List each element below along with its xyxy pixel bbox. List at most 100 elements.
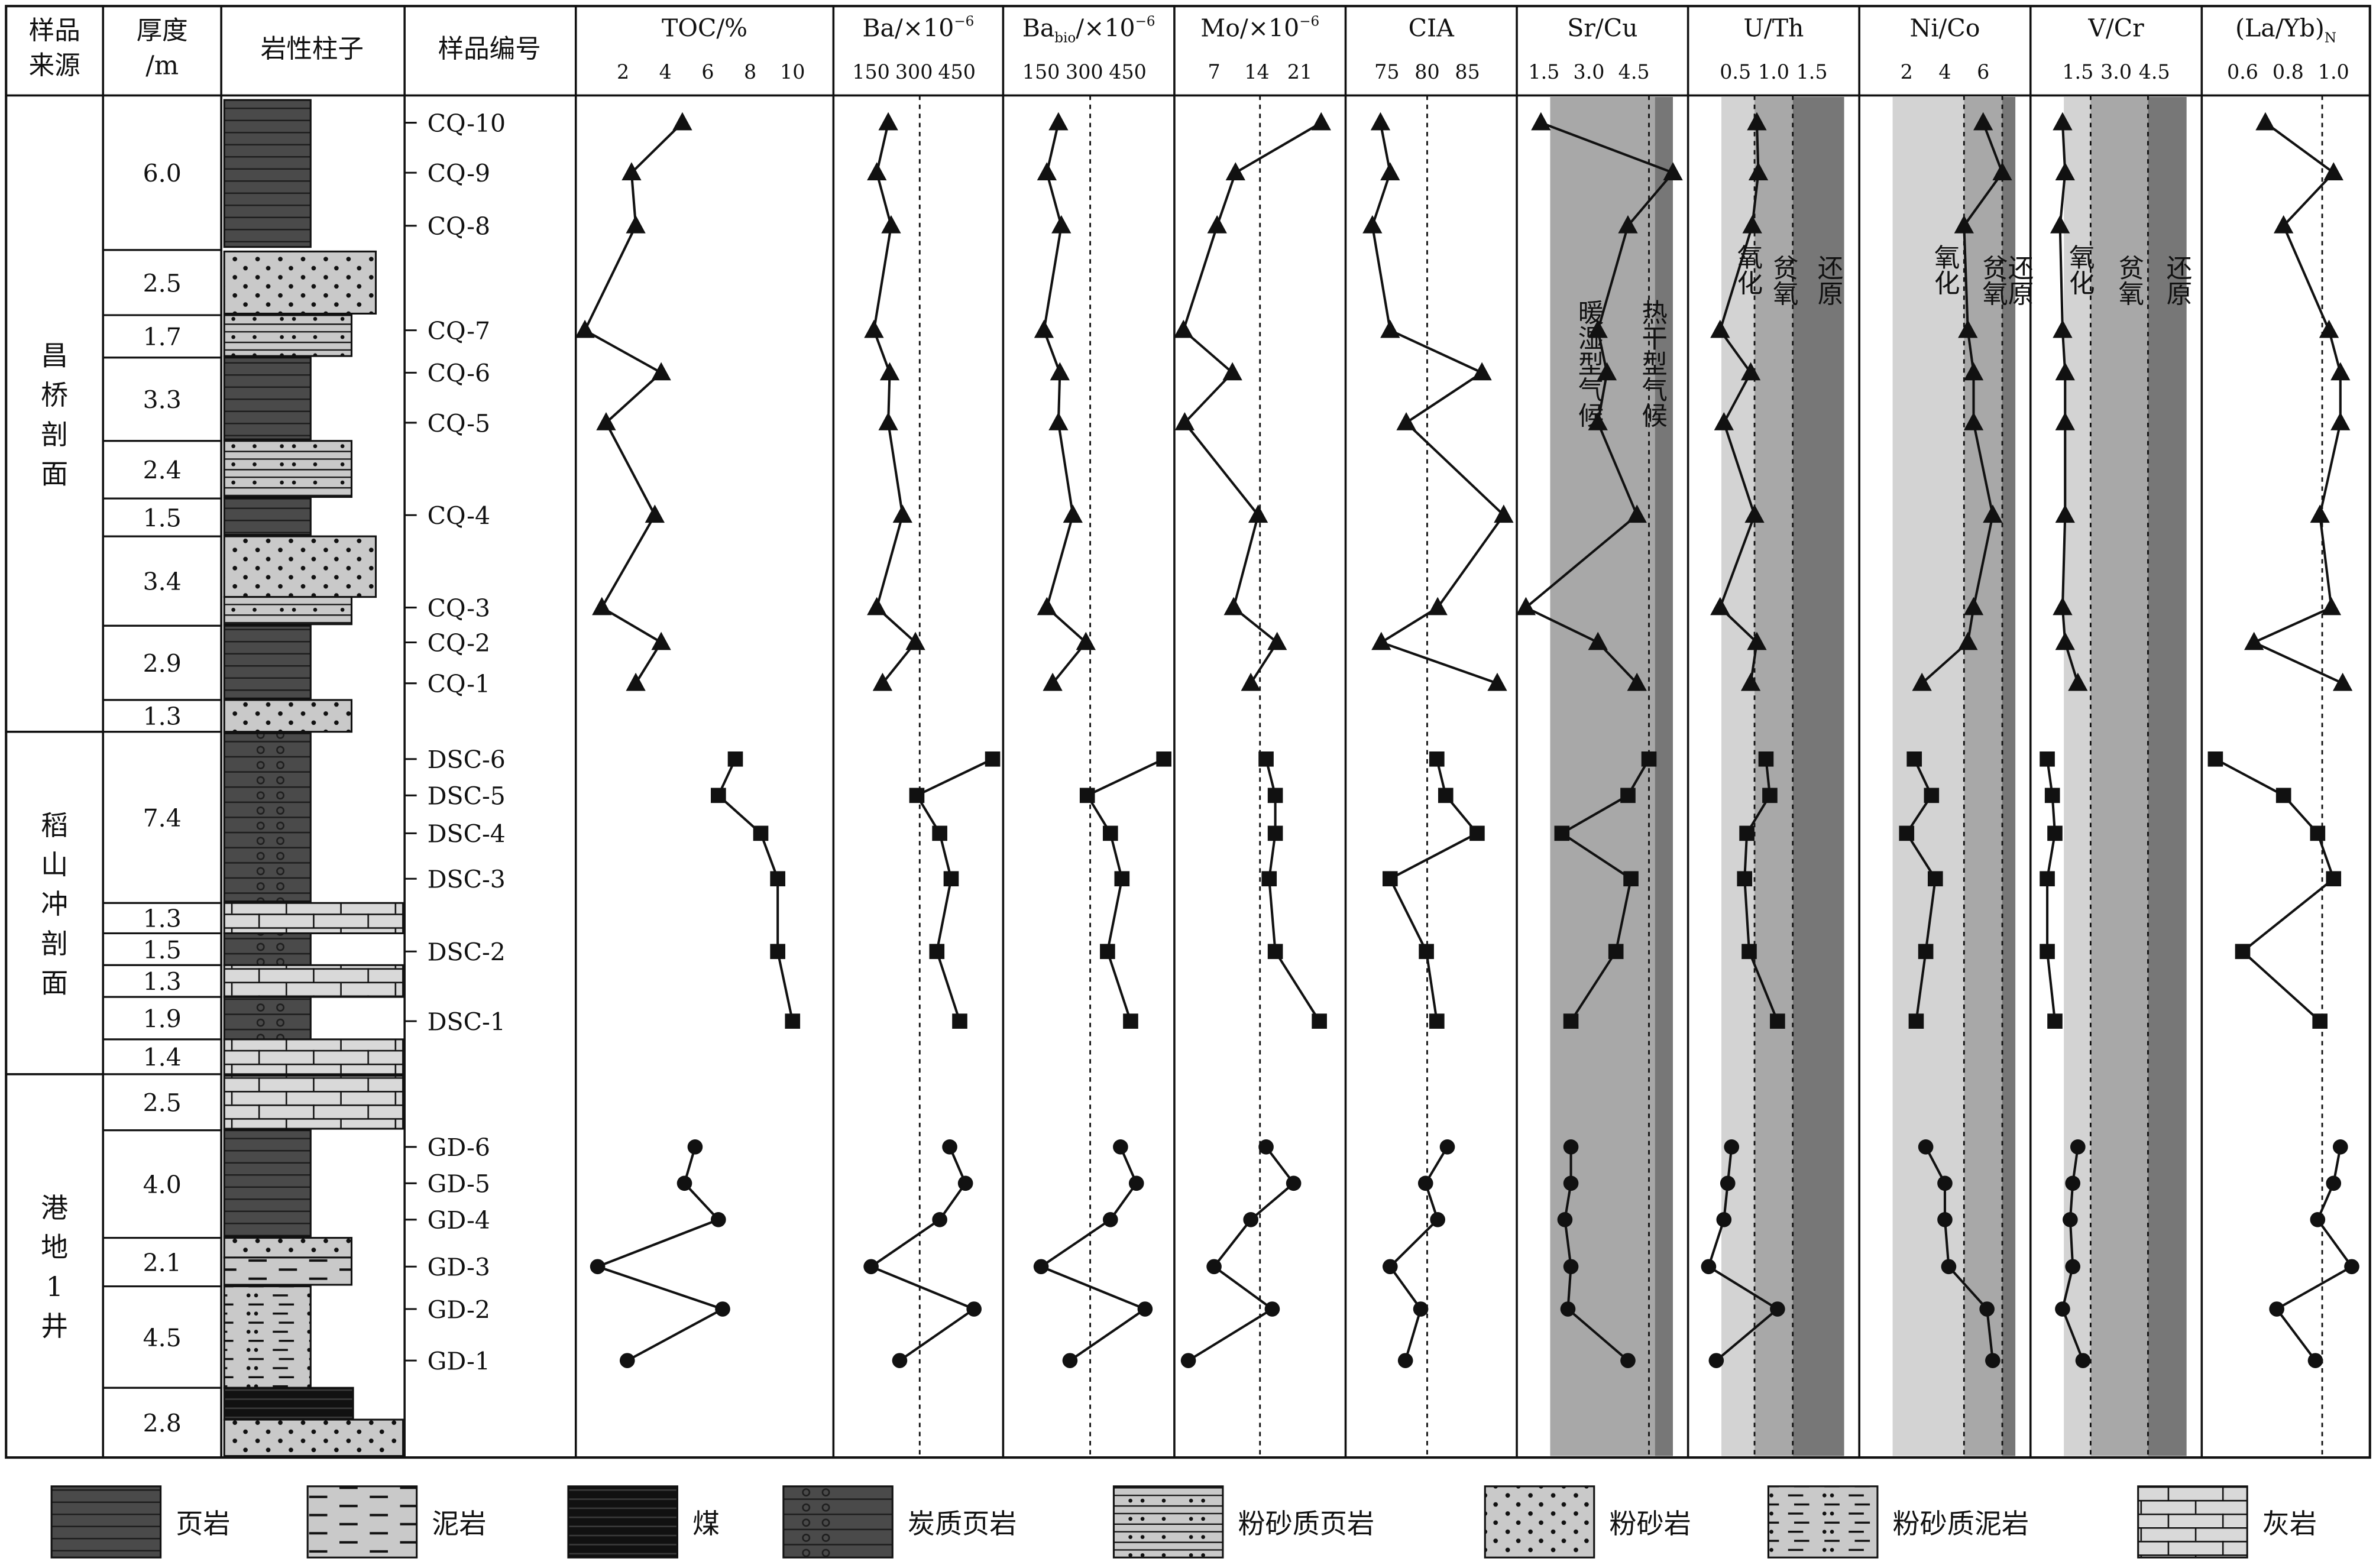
- data-point: [892, 504, 912, 523]
- data-point: [1243, 1212, 1259, 1227]
- data-point: [1641, 751, 1657, 767]
- legend-label: 泥岩: [432, 1508, 486, 1540]
- legend-swatch: [1112, 1485, 1224, 1559]
- data-point: [1937, 1212, 1953, 1227]
- sample-label: GD-6: [428, 1133, 490, 1162]
- panel-title: Ba/×10−6: [862, 14, 974, 43]
- legend-label: 粉砂岩: [1609, 1508, 1691, 1540]
- data-point: [1261, 871, 1277, 887]
- data-point: [1597, 362, 1617, 381]
- data-point: [1494, 504, 1514, 523]
- lithology-bed: [223, 932, 312, 966]
- thickness-value: 6.0: [143, 160, 182, 188]
- data-point: [1439, 1139, 1455, 1155]
- sample-label: GD-5: [428, 1170, 490, 1198]
- data-point: [905, 631, 925, 650]
- thickness-value: 2.8: [143, 1410, 182, 1438]
- sample-label: GD-4: [428, 1206, 490, 1235]
- series-line-DSC: [1085, 757, 1165, 1022]
- data-point: [1588, 631, 1608, 650]
- lithology-bed: [223, 1129, 312, 1237]
- section-label-3: 港地 1 井: [41, 1192, 68, 1342]
- data-point: [1048, 112, 1069, 131]
- data-point: [2307, 1353, 2323, 1368]
- legend-swatch: [2137, 1485, 2248, 1559]
- panel-title: CIA: [1409, 14, 1455, 43]
- band-label: 氧化: [2064, 244, 2095, 296]
- data-point: [2319, 319, 2339, 338]
- legend-swatch: [782, 1485, 894, 1559]
- data-point: [863, 1259, 879, 1275]
- panel-title: TOC/%: [662, 14, 747, 43]
- data-point: [1747, 112, 1767, 131]
- tick-label: 14: [1244, 60, 1269, 83]
- sample-label: CQ-8: [428, 212, 490, 241]
- panel-cia: CIA 75 80 85: [1362, 14, 1514, 1458]
- data-point: [592, 597, 612, 615]
- sample-label: CQ-3: [428, 594, 490, 623]
- data-point: [1413, 1301, 1429, 1317]
- data-point: [711, 788, 726, 804]
- data-point: [2063, 1212, 2078, 1227]
- data-point: [1225, 162, 1245, 180]
- data-point: [1362, 215, 1383, 234]
- panel-ba: Ba/×10−6 150 300 450: [852, 14, 1001, 1458]
- data-point: [1762, 788, 1778, 804]
- data-point: [1180, 1353, 1196, 1368]
- data-point: [1417, 1175, 1433, 1191]
- data-point: [1050, 362, 1070, 381]
- data-point: [1992, 162, 2012, 180]
- section-label-char: 剖: [41, 419, 68, 451]
- data-point: [1623, 871, 1639, 887]
- data-point: [770, 944, 785, 960]
- legend-label: 灰岩: [2262, 1508, 2317, 1540]
- tick-label: 3.0: [1574, 60, 1605, 83]
- tick-label: 75: [1374, 60, 1399, 83]
- thickness-value: 4.0: [143, 1171, 182, 1199]
- sample-label: CQ-10: [428, 109, 506, 138]
- thickness-value: 1.3: [143, 968, 182, 996]
- lithology-bed: [223, 440, 353, 498]
- data-point: [2053, 597, 2073, 615]
- data-point: [2055, 412, 2075, 430]
- data-point: [2047, 825, 2063, 841]
- data-point: [1487, 672, 1507, 691]
- data-point: [1222, 362, 1242, 381]
- data-point: [1531, 112, 1551, 131]
- data-point: [687, 1139, 703, 1155]
- data-point: [645, 504, 665, 523]
- data-point: [2323, 162, 2343, 180]
- legend-item-limestone: 灰岩: [2137, 1485, 2317, 1559]
- data-point: [1741, 944, 1757, 960]
- data-point: [2050, 215, 2070, 234]
- data-point: [1899, 825, 1915, 841]
- data-point: [1223, 597, 1244, 615]
- data-point: [1264, 1301, 1280, 1317]
- legend-swatch: [50, 1485, 162, 1559]
- band-label: 贫氧: [2113, 255, 2144, 306]
- tick-label: 3.0: [2100, 60, 2132, 83]
- data-point: [985, 751, 1001, 767]
- section-label-char: 山: [41, 849, 68, 881]
- data-point: [1941, 1259, 1957, 1275]
- data-point: [1037, 597, 1057, 615]
- band-mid: [2090, 97, 2148, 1456]
- panel-title: Sr/Cu: [1567, 14, 1637, 43]
- data-point: [1419, 944, 1434, 960]
- series-line-GD: [1388, 1146, 1449, 1361]
- data-point: [1516, 597, 1536, 615]
- data-point: [1973, 112, 1993, 131]
- data-point: [1554, 825, 1570, 841]
- data-point: [1958, 631, 1978, 650]
- data-point: [2040, 751, 2055, 767]
- tick-label: 4: [659, 60, 672, 83]
- data-point: [2330, 362, 2351, 381]
- thickness-value: 1.5: [143, 504, 182, 532]
- band-dark: [1792, 97, 1844, 1456]
- data-point: [1627, 672, 1647, 691]
- data-point: [1113, 1139, 1128, 1155]
- series-line-GD: [1038, 1146, 1148, 1362]
- data-point: [1906, 751, 1922, 767]
